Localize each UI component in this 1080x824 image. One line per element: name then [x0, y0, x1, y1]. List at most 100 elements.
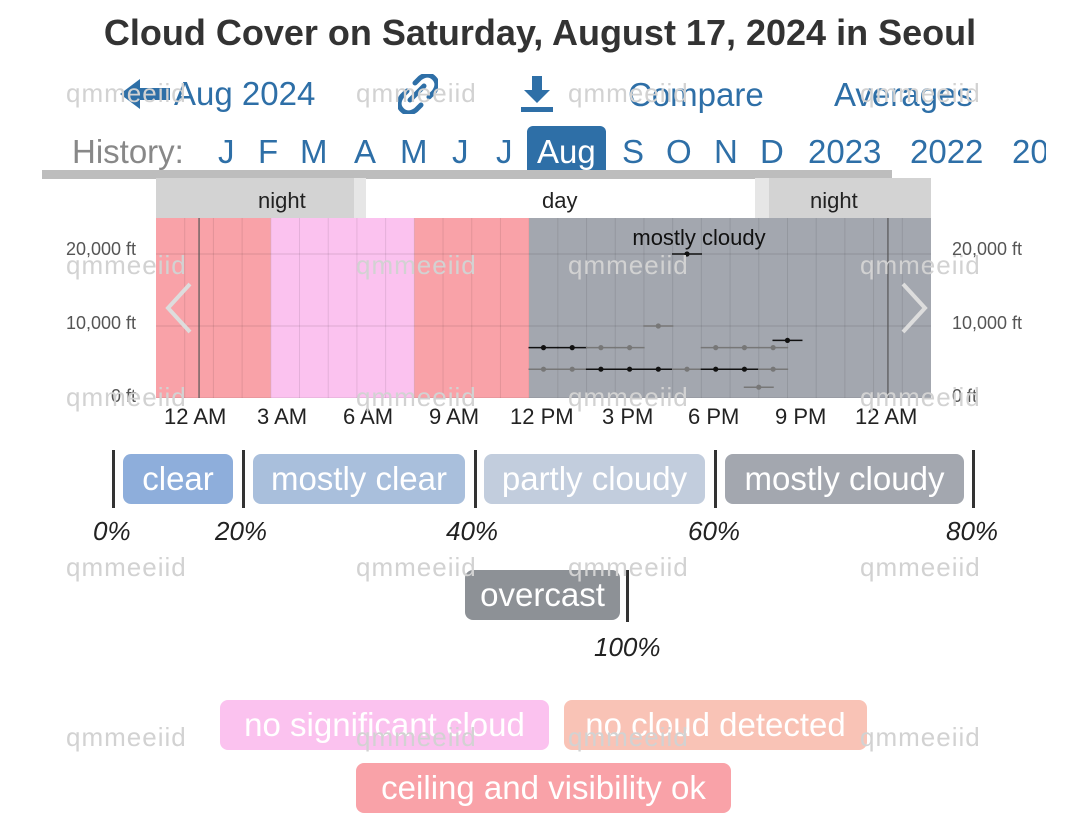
month-link-jul[interactable]: J — [496, 133, 513, 170]
legend-no-cloud-detected: no cloud detected — [564, 700, 867, 750]
y-label-right-20000: 20,000 ft — [952, 239, 1023, 259]
next-day-button[interactable] — [893, 278, 953, 338]
legend-percent-0: 0% — [93, 516, 131, 546]
cloud-layer-point — [784, 337, 791, 343]
watermark: qmmeeiid — [860, 722, 981, 752]
cover-segment-1 — [270, 218, 415, 398]
cloud-layer-point — [741, 366, 748, 372]
year-link-partial[interactable]: 20 — [1012, 133, 1046, 170]
legend-tick-100 — [626, 570, 629, 622]
x-label-12am-next: 12 AM — [855, 404, 918, 429]
arrow-left-icon — [120, 79, 170, 109]
watermark: qmmeeiid — [356, 552, 477, 582]
month-link-oct[interactable]: O — [666, 133, 692, 170]
cloud-layer-point — [684, 366, 690, 372]
cover-segment-3 — [529, 218, 931, 398]
permalink-button[interactable] — [396, 72, 440, 116]
month-link-jan[interactable]: J — [218, 133, 235, 170]
cloud-cover-chart: mostly cloudy — [156, 218, 931, 398]
cloud-layer-point — [713, 345, 719, 351]
back-link[interactable]: Aug 2024 — [118, 72, 315, 116]
cloud-layer-point — [655, 366, 661, 372]
compare-link[interactable]: Compare — [628, 76, 764, 113]
x-label-12pm: 12 PM — [510, 404, 574, 429]
cloud-layer-point — [741, 345, 748, 351]
legend-ceiling-visibility-ok: ceiling and visibility ok — [356, 763, 731, 813]
cloud-layer-point — [756, 384, 762, 390]
x-label-9am: 9 AM — [429, 404, 480, 429]
month-link-aug-active[interactable]: Aug — [527, 126, 606, 178]
prev-day-button[interactable] — [160, 278, 220, 338]
band-label-night-left: night — [258, 188, 306, 213]
band-label-night-right: night — [810, 188, 858, 213]
x-label-9pm: 9 PM — [775, 404, 827, 429]
y-label-left-10000: 10,000 ft — [65, 313, 136, 333]
legend-percent-100: 100% — [594, 632, 661, 662]
x-label-3pm: 3 PM — [602, 404, 654, 429]
cloud-layer-point — [684, 251, 690, 257]
cloud-layer-point — [598, 345, 604, 351]
month-link-sep[interactable]: S — [622, 133, 645, 170]
cloud-layer-point — [770, 345, 776, 351]
y-label-left-0: 0 ft — [110, 386, 136, 406]
legend-percent-40: 40% — [446, 516, 499, 546]
year-link-2023[interactable]: 2023 — [808, 133, 882, 170]
history-divider — [42, 170, 892, 179]
legend-tick-40 — [474, 450, 477, 508]
cloud-layer-point — [540, 345, 547, 351]
legend-mostly-clear: mostly clear — [253, 454, 465, 504]
cloud-layer-point — [627, 366, 633, 372]
band-night-right — [769, 178, 931, 218]
legend-percent-20: 20% — [215, 516, 268, 546]
back-link-label: Aug 2024 — [174, 75, 316, 112]
history-label: History: — [72, 133, 184, 170]
month-link-mar[interactable]: M — [300, 133, 328, 170]
cloud-layer-point — [627, 345, 633, 351]
band-twilight-right — [755, 178, 769, 218]
download-icon — [521, 76, 553, 112]
x-label-6am: 6 AM — [343, 404, 394, 429]
month-link-feb[interactable]: F — [258, 133, 279, 170]
chart-annotation: mostly cloudy — [632, 225, 765, 250]
cloud-layer-point — [540, 366, 547, 372]
x-label-3am: 3 AM — [257, 404, 308, 429]
watermark: qmmeeiid — [66, 722, 187, 752]
cloud-layer-point — [770, 366, 776, 372]
x-label-6pm: 6 PM — [688, 404, 740, 429]
chevron-right-icon — [901, 282, 928, 334]
cover-segment-0 — [156, 218, 271, 398]
link-icon — [396, 72, 440, 116]
cloud-layer-point — [569, 345, 575, 351]
y-label-right-10000: 10,000 ft — [952, 313, 1023, 333]
legend-mostly-cloudy: mostly cloudy — [725, 454, 964, 504]
cloud-layer-point — [655, 323, 661, 329]
band-night-left — [156, 178, 354, 218]
band-twilight-left — [354, 178, 366, 218]
legend-overcast: overcast — [465, 570, 620, 620]
download-button[interactable] — [519, 74, 555, 114]
legend-partly-cloudy: partly cloudy — [484, 454, 705, 504]
legend-percent-60: 60% — [688, 516, 741, 546]
month-link-nov[interactable]: N — [714, 133, 738, 170]
watermark: qmmeeiid — [66, 552, 187, 582]
cover-segment-2 — [414, 218, 530, 398]
page-title: Cloud Cover on Saturday, August 17, 2024… — [103, 12, 977, 53]
month-link-apr[interactable]: A — [354, 133, 377, 170]
month-link-may[interactable]: M — [400, 133, 428, 170]
legend-no-significant-cloud: no significant cloud — [220, 700, 549, 750]
band-label-day: day — [542, 188, 578, 213]
legend-percent-80: 80% — [946, 516, 999, 546]
year-link-2022[interactable]: 2022 — [910, 133, 984, 170]
legend-tick-20 — [242, 450, 245, 508]
chevron-left-icon — [165, 282, 192, 334]
y-label-left-20000: 20,000 ft — [65, 239, 136, 259]
y-label-right-0: 0 ft — [952, 386, 978, 406]
cloud-layer-point — [598, 366, 604, 372]
watermark: qmmeeiid — [860, 552, 981, 582]
month-link-dec[interactable]: D — [760, 133, 784, 170]
x-label-12am: 12 AM — [164, 404, 227, 429]
legend-clear: clear — [123, 454, 233, 504]
month-link-jun[interactable]: J — [452, 133, 469, 170]
legend-tick-0 — [112, 450, 115, 508]
averages-link[interactable]: Averages — [834, 76, 973, 113]
